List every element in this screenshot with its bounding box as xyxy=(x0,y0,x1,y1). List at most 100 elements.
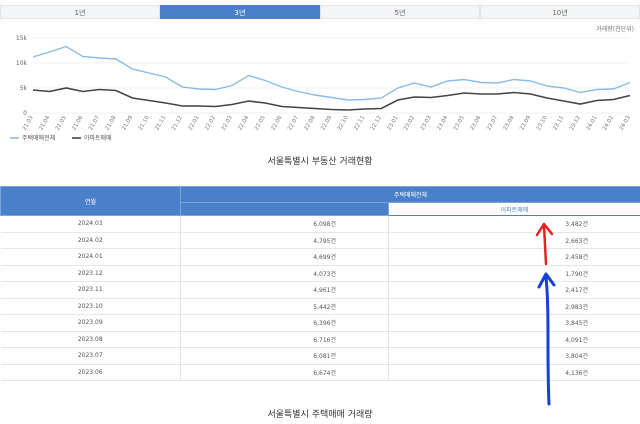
row-total: 4,699건 xyxy=(180,248,389,266)
x-tick-label: 21.12 xyxy=(171,115,184,132)
table-row: 2024.02 4,795건 2,663건 xyxy=(0,232,640,249)
tab-3y[interactable]: 3년 xyxy=(160,5,320,19)
x-tick-label: 21.04 xyxy=(38,115,51,132)
y-tick-label: 15k xyxy=(16,35,28,42)
x-tick-label: 22.02 xyxy=(204,115,217,132)
table-row: 2023.07 6,081건 3,804건 xyxy=(0,347,640,365)
row-apartment: 3,804건 xyxy=(388,347,640,365)
x-tick-label: 23.05 xyxy=(453,115,466,132)
row-apartment: 3,845건 xyxy=(388,314,640,332)
x-tick-label: 23.04 xyxy=(436,115,449,132)
row-date: 2024.01 xyxy=(0,248,181,266)
x-tick-label: 21.03 xyxy=(22,115,35,132)
header-total-blank xyxy=(180,202,389,216)
row-date: 2023.11 xyxy=(0,281,181,299)
x-tick-label: 21.08 xyxy=(105,115,118,132)
row-date: 2023.10 xyxy=(0,298,181,315)
x-tick-label: 22.10 xyxy=(337,115,350,132)
transaction-table: 연월 주택매매전체 아파트매매 2024.03 6,098건 3,482건 2024.… xyxy=(0,186,640,381)
x-tick-label: 24.02 xyxy=(602,115,615,132)
x-tick-label: 21.11 xyxy=(154,115,167,132)
row-total: 6,098건 xyxy=(180,215,389,233)
x-tick-label: 23.06 xyxy=(469,115,482,132)
y-tick-label: 5k xyxy=(20,85,28,92)
row-date: 2023.09 xyxy=(0,314,181,332)
header-total-group: 주택매매전체 xyxy=(180,186,640,203)
table-row: 2023.12 4,073건 1,790건 xyxy=(0,265,640,282)
row-total: 4,961건 xyxy=(180,281,389,299)
row-date: 2023.06 xyxy=(0,364,181,381)
chart-title: 서울특별시 부동산 거래현황 xyxy=(267,157,373,167)
x-tick-label: 24.03 xyxy=(619,115,632,132)
x-tick-label: 22.04 xyxy=(237,115,250,132)
row-total: 5,442건 xyxy=(180,298,389,315)
x-tick-label: 22.12 xyxy=(370,115,383,132)
row-total: 4,073건 xyxy=(180,265,389,282)
table-row: 2024.03 6,098건 3,482건 xyxy=(0,215,640,233)
row-apartment: 1,790건 xyxy=(388,265,640,282)
table-row: 2024.01 4,699건 2,458건 xyxy=(0,248,640,266)
row-total: 6,396건 xyxy=(180,314,389,332)
row-date: 2023.07 xyxy=(0,347,181,365)
x-tick-label: 21.07 xyxy=(88,115,101,132)
row-total: 4,795건 xyxy=(180,232,389,249)
y-tick-label: 10k xyxy=(16,60,28,67)
row-apartment: 4,091건 xyxy=(388,331,640,348)
unit-label: 거래량(천단위) xyxy=(596,26,634,33)
x-tick-label: 23.12 xyxy=(569,115,582,132)
x-tick-label: 23.03 xyxy=(420,115,433,132)
table-title: 서울특별시 주택매매 거래량 xyxy=(267,410,373,420)
legend-label-0: 주택매매전체 xyxy=(22,134,55,142)
row-apartment: 2,458건 xyxy=(388,248,640,266)
table-row: 2023.11 4,961건 2,417건 xyxy=(0,281,640,299)
x-tick-label: 22.11 xyxy=(353,115,366,132)
x-tick-label: 23.09 xyxy=(519,115,532,132)
row-apartment: 4,136건 xyxy=(388,364,640,381)
x-tick-label: 24.01 xyxy=(585,115,598,132)
row-date: 2023.12 xyxy=(0,265,181,282)
x-tick-label: 22.09 xyxy=(320,115,333,132)
table-row: 2023.08 6,716건 4,091건 xyxy=(0,331,640,348)
row-apartment: 3,482건 xyxy=(388,215,640,233)
series-line-0 xyxy=(32,45,631,101)
row-date: 2024.02 xyxy=(0,232,181,249)
x-tick-label: 21.05 xyxy=(55,115,68,132)
x-tick-label: 22.07 xyxy=(287,115,300,132)
x-tick-label: 21.06 xyxy=(71,115,84,132)
table-row: 2023.10 5,442건 2,983건 xyxy=(0,298,640,315)
table-row: 2023.06 6,674건 4,136건 xyxy=(0,364,640,381)
table-row: 2023.09 6,396건 3,845건 xyxy=(0,314,640,332)
x-tick-label: 22.03 xyxy=(221,115,234,132)
header-apartment: 아파트매매 xyxy=(388,202,640,216)
x-tick-label: 23.07 xyxy=(486,115,499,132)
transaction-table-wrap: 연월 주택매매전체 아파트매매 2024.03 6,098건 3,482건 2024.… xyxy=(0,186,640,381)
row-apartment: 2,663건 xyxy=(388,232,640,249)
table-body: 2024.03 6,098건 3,482건 2024.02 4,795건 2,663건 20… xyxy=(0,215,640,381)
x-tick-label: 22.08 xyxy=(304,115,317,132)
tab-1y[interactable]: 1년 xyxy=(0,5,160,19)
header-date: 연월 xyxy=(0,186,181,216)
series-line-1 xyxy=(32,87,631,111)
row-apartment: 2,983건 xyxy=(388,298,640,315)
row-total: 6,716건 xyxy=(180,331,389,348)
x-tick-label: 21.10 xyxy=(138,115,151,132)
x-tick-label: 22.05 xyxy=(254,115,267,132)
row-date: 2023.08 xyxy=(0,331,181,348)
tab-5y[interactable]: 5년 xyxy=(320,5,480,19)
y-tick-label: 0 xyxy=(23,110,27,117)
x-tick-label: 22.01 xyxy=(187,115,200,132)
row-total: 6,081건 xyxy=(180,347,389,365)
row-total: 6,674건 xyxy=(180,364,389,381)
tab-10y[interactable]: 10년 xyxy=(480,5,640,19)
row-apartment: 2,417건 xyxy=(388,281,640,299)
x-tick-label: 23.10 xyxy=(536,115,549,132)
x-tick-label: 23.08 xyxy=(503,115,516,132)
x-tick-label: 22.06 xyxy=(270,115,283,132)
legend-label-1: 아파트매매 xyxy=(84,134,112,142)
period-tabs: 1년 3년 5년 10년 xyxy=(0,5,640,19)
x-tick-label: 23.01 xyxy=(386,115,399,132)
x-tick-label: 21.09 xyxy=(121,115,134,132)
x-tick-label: 23.02 xyxy=(403,115,416,132)
x-tick-label: 23.11 xyxy=(552,115,565,132)
